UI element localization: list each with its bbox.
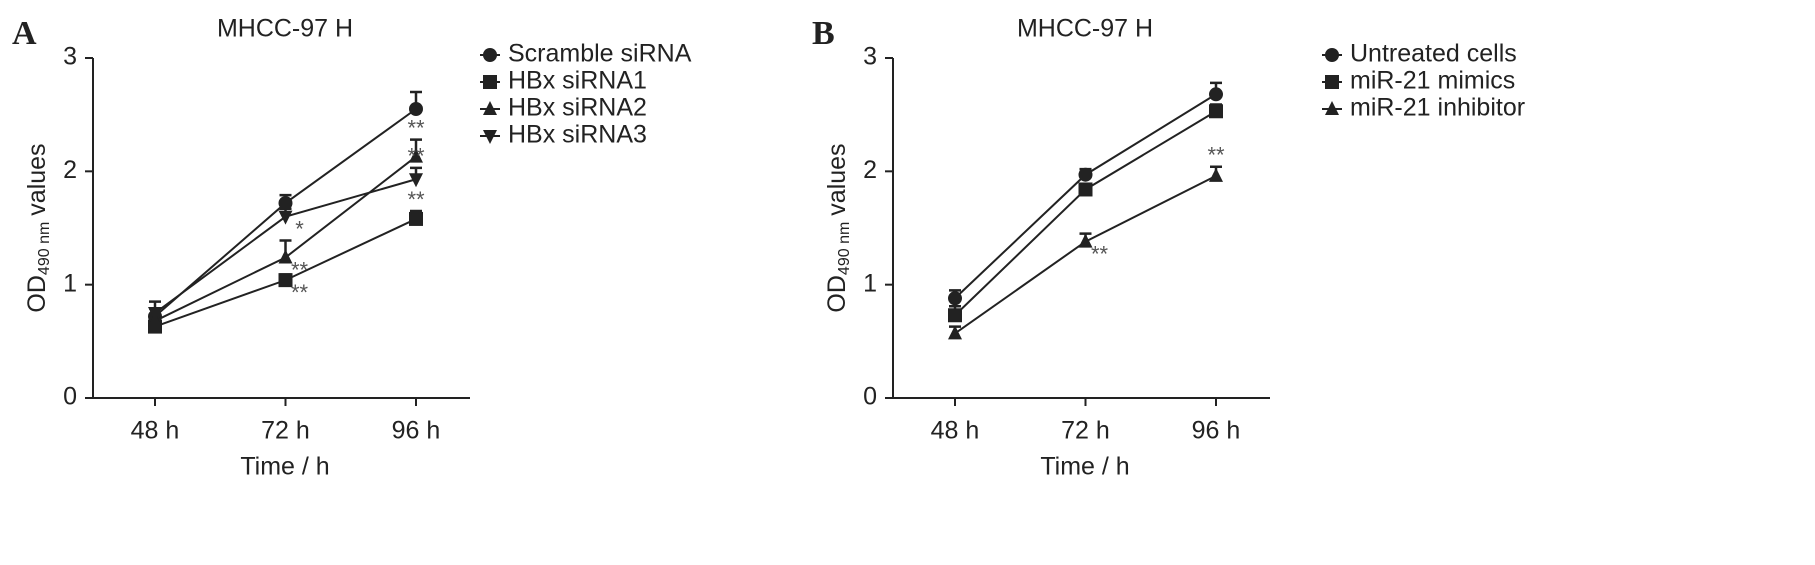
legend-marker (483, 101, 497, 115)
marker (278, 249, 293, 264)
chart-title: MHCC-97 H (217, 15, 353, 43)
legend-label: HBx siRNA3 (508, 121, 647, 149)
legend-label: Untreated cells (1350, 40, 1517, 68)
legend-label: miR-21 mimics (1350, 67, 1515, 95)
x-tick-label: 72 h (261, 417, 310, 445)
marker (948, 325, 962, 340)
x-tick-label: 96 h (1192, 417, 1241, 445)
y-axis-label: OD490 nm values (823, 143, 854, 312)
legend-marker (483, 48, 497, 62)
legend-marker (1325, 101, 1339, 115)
x-axis-label: Time / h (240, 453, 329, 481)
marker (1209, 167, 1223, 182)
marker (1078, 233, 1093, 248)
legend-marker (483, 75, 497, 89)
chart-title: MHCC-97 H (1017, 15, 1153, 43)
y-tick-label: 1 (63, 269, 77, 297)
legend-label: HBx siRNA1 (508, 67, 647, 95)
marker (409, 148, 423, 163)
legend-marker (483, 130, 497, 144)
annotation: ** (407, 144, 425, 169)
line (154, 218, 417, 328)
y-axis-label: OD490 nm values (23, 143, 54, 312)
legend-entry: miR-21 inhibitor (1322, 94, 1525, 122)
y-tick-label: 3 (63, 43, 77, 71)
series (948, 103, 1223, 323)
marker (948, 308, 962, 323)
marker (1078, 167, 1093, 182)
y-tick-label: 1 (863, 269, 877, 297)
marker (278, 210, 293, 225)
legend-entry: HBx siRNA3 (480, 121, 647, 149)
y-tick-label: 2 (63, 156, 77, 184)
legend-marker (1325, 48, 1339, 62)
legend-entry: miR-21 mimics (1322, 67, 1515, 95)
marker (1078, 182, 1093, 197)
line (954, 110, 1217, 316)
legend-label: Scramble siRNA (508, 40, 692, 68)
y-tick-label: 0 (863, 383, 877, 411)
y-axis-label-part: 490 nm (36, 222, 53, 275)
marker (409, 102, 423, 116)
legend-entry: Scramble siRNA (480, 40, 692, 68)
marker (409, 173, 423, 188)
marker (148, 307, 162, 321)
series: **** (148, 115, 425, 327)
y-tick-label: 3 (863, 43, 877, 71)
legend-entry: HBx siRNA1 (480, 67, 647, 95)
y-axis-label-part: OD (23, 275, 51, 313)
annotation: ** (1207, 143, 1225, 168)
y-tick-label: 0 (63, 383, 77, 411)
y-axis-label-part: values (823, 143, 851, 215)
marker (1209, 87, 1223, 102)
legend-entry: Untreated cells (1322, 40, 1517, 68)
legend-entry: HBx siRNA2 (480, 94, 647, 122)
x-tick-label: 72 h (1061, 417, 1110, 445)
line (154, 155, 417, 322)
x-axis-label: Time / h (1040, 453, 1129, 481)
annotation: * (295, 216, 304, 241)
marker (409, 211, 423, 226)
y-axis-label-part: OD (823, 275, 851, 313)
annotation: ** (407, 187, 425, 212)
series: *** (148, 144, 425, 321)
y-axis-label-part: 490 nm (836, 222, 853, 275)
marker (278, 196, 293, 211)
series (948, 81, 1223, 306)
legend-label: HBx siRNA2 (508, 94, 647, 122)
annotation: ** (407, 115, 425, 140)
y-tick-label: 2 (863, 156, 877, 184)
panel-label: B (812, 15, 835, 52)
marker (948, 291, 962, 306)
x-tick-label: 48 h (131, 417, 180, 445)
panel-label: A (12, 15, 37, 52)
y-axis-label-part: values (23, 143, 51, 215)
marker (1209, 104, 1223, 119)
x-tick-label: 48 h (931, 417, 980, 445)
legend-label: miR-21 inhibitor (1350, 94, 1525, 122)
legend-marker (1325, 75, 1339, 89)
annotation: ** (291, 257, 309, 282)
annotation: ** (1091, 241, 1109, 266)
line (954, 174, 1217, 335)
annotation: ** (291, 280, 309, 305)
series: ** ** (948, 143, 1225, 340)
marker (278, 273, 293, 288)
x-tick-label: 96 h (392, 417, 441, 445)
